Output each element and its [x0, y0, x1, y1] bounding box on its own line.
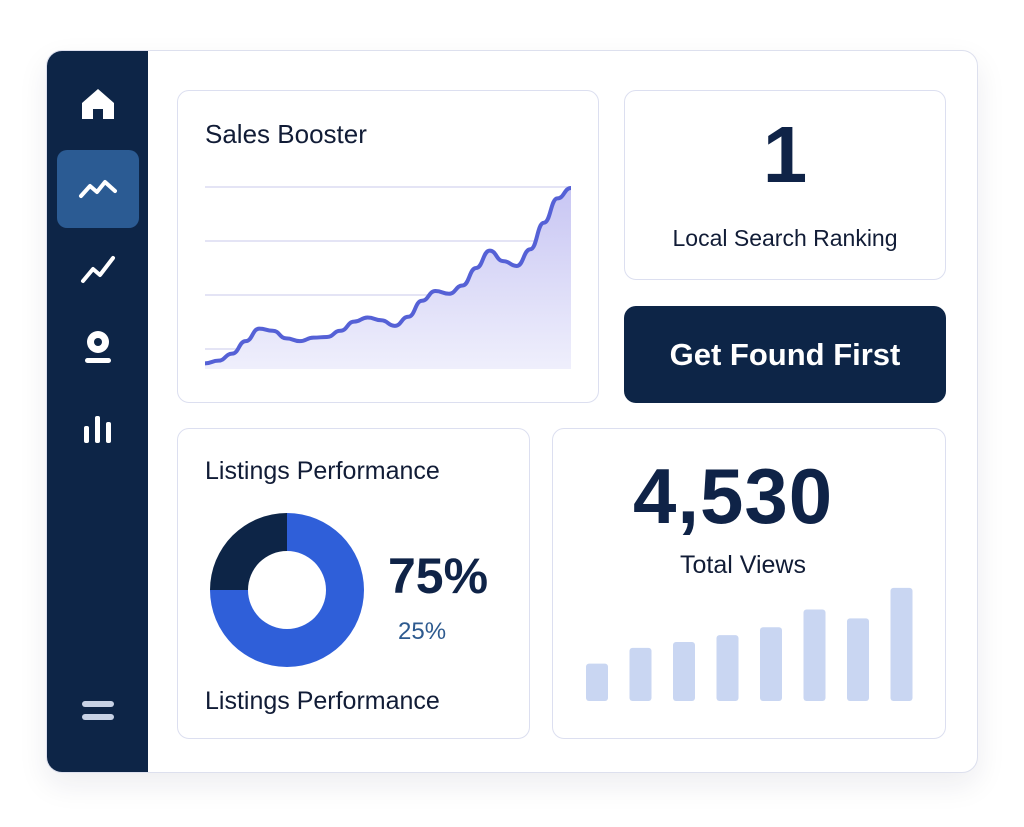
sidebar-item-growth[interactable]: [57, 230, 139, 308]
sidebar-item-reports[interactable]: [57, 388, 139, 466]
home-icon: [82, 89, 114, 119]
views-bar: [716, 635, 739, 701]
sidebar: [47, 51, 148, 772]
listings-donut-chart: [210, 513, 364, 667]
ranking-label: Local Search Ranking: [672, 225, 898, 251]
total-views-card: 4,530 Total Views: [552, 428, 946, 739]
listings-title: Listings Performance: [205, 457, 440, 485]
donut-slice-75-percent: [210, 513, 364, 667]
dashboard-window: Sales Booster 1 Local Search Ranking Get…: [46, 50, 978, 773]
sales-booster-title: Sales Booster: [205, 119, 367, 149]
menu-icon: [82, 701, 114, 720]
sidebar-item-location[interactable]: [57, 308, 139, 386]
trend-line-icon: [81, 256, 115, 283]
sidebar-menu-button[interactable]: [57, 672, 139, 750]
sidebar-item-trends[interactable]: [57, 150, 139, 228]
sidebar-item-home[interactable]: [57, 65, 139, 143]
ranking-card: 1 Local Search Ranking: [624, 90, 946, 280]
views-bar: [673, 642, 695, 701]
views-bar: [847, 618, 869, 701]
views-bar: [629, 647, 652, 701]
total-views-label: Total Views: [680, 551, 806, 579]
listings-primary-percent: 75%: [388, 548, 489, 604]
location-pin-icon: [85, 331, 111, 363]
trend-icon: [79, 180, 117, 198]
views-bar: [760, 627, 782, 701]
bar-chart-icon: [84, 416, 111, 443]
sales-line: [205, 185, 571, 366]
listings-secondary-percent: 25%: [398, 618, 447, 645]
sales-booster-card: Sales Booster: [177, 90, 599, 403]
ranking-value: 1: [762, 110, 808, 199]
total-views-value: 4,530: [633, 452, 834, 540]
views-bar: [890, 587, 913, 701]
get-found-first-button[interactable]: Get Found First: [624, 306, 946, 403]
views-bar-chart: [586, 587, 913, 701]
views-bar: [586, 663, 608, 701]
donut-slice-25-percent: [210, 513, 287, 590]
sales-chart: [205, 185, 571, 369]
views-bar: [803, 609, 826, 701]
listings-footer-label: Listings Performance: [205, 687, 440, 715]
listings-performance-card: Listings Performance 75% 25% Listings Pe…: [177, 428, 530, 739]
sales-area: [205, 187, 571, 369]
